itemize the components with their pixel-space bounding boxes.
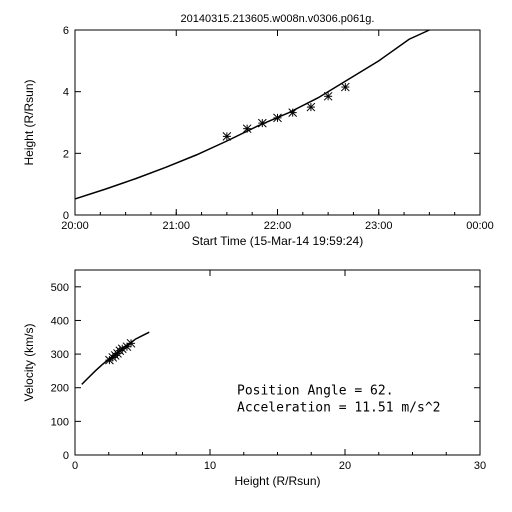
x-tick-label: 21:00 [162, 220, 190, 232]
y-tick-label: 400 [51, 315, 69, 327]
y-tick-label: 2 [63, 148, 69, 160]
data-marker [243, 125, 251, 133]
data-marker [324, 92, 332, 100]
y-tick-label: 100 [51, 416, 69, 428]
x-tick-label: 0 [72, 460, 78, 472]
y-axis-label: Height (R/Rsun) [22, 79, 36, 165]
y-tick-label: 4 [63, 87, 69, 99]
y-tick-label: 0 [63, 450, 69, 462]
data-marker [223, 132, 231, 140]
x-axis-label: Height (R/Rsun) [234, 474, 320, 488]
y-tick-label: 0 [63, 210, 69, 222]
y-tick-label: 500 [51, 282, 69, 294]
x-tick-label: 10 [204, 460, 216, 472]
x-tick-label: 20 [339, 460, 351, 472]
data-marker [258, 119, 266, 127]
data-marker [341, 83, 349, 91]
plot-frame [75, 30, 480, 215]
y-tick-label: 6 [63, 25, 69, 37]
data-marker [307, 103, 315, 111]
x-tick-label: 23:00 [365, 220, 393, 232]
y-tick-label: 200 [51, 383, 69, 395]
annotation-text: Acceleration = 11.51 m/s^2 [237, 400, 441, 415]
x-tick-label: 22:00 [264, 220, 292, 232]
plot-frame [75, 270, 480, 455]
data-curve [75, 30, 429, 199]
chart-container: 20:0021:0022:0023:0000:000246Start Time … [0, 0, 512, 512]
y-axis-label: Velocity (km/s) [22, 323, 36, 401]
x-axis-label: Start Time (15-Mar-14 19:59:24) [192, 234, 363, 248]
data-marker [127, 339, 135, 347]
data-marker [274, 114, 282, 122]
y-tick-label: 300 [51, 349, 69, 361]
annotation-text: Position Angle = 62. [237, 383, 394, 398]
data-marker [289, 109, 297, 117]
x-tick-label: 30 [474, 460, 486, 472]
chart-title: 20140315.213605.w008n.v0306.p061g. [181, 13, 375, 25]
x-tick-label: 00:00 [466, 220, 494, 232]
